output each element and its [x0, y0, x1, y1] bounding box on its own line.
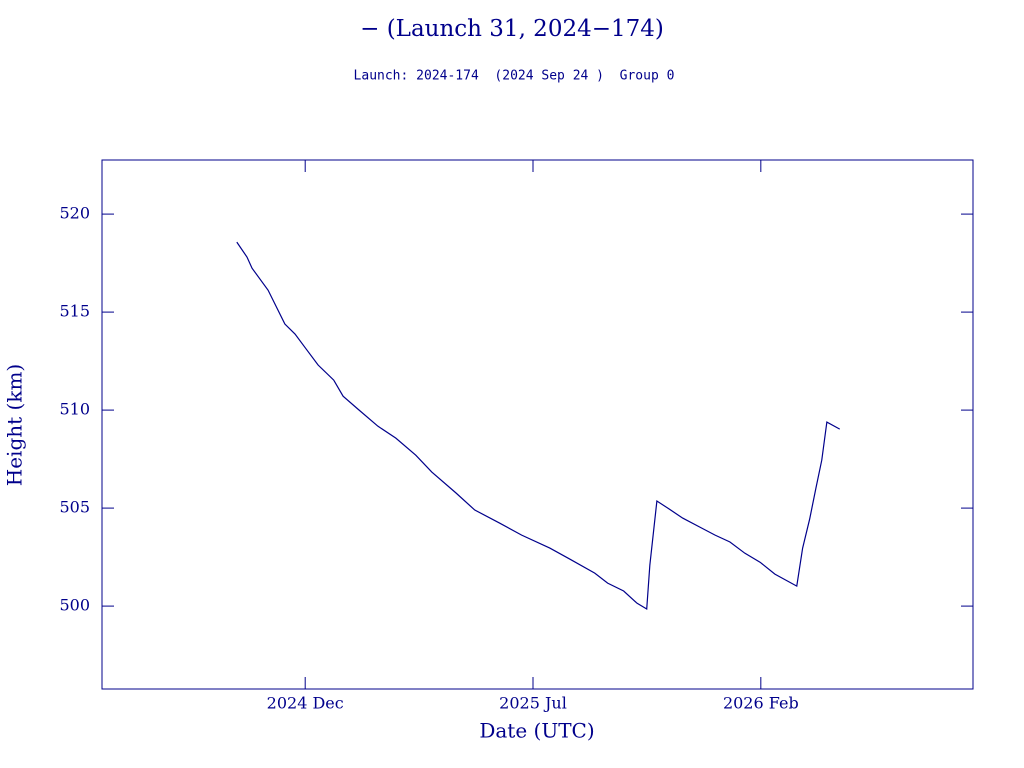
plot-frame [101, 159, 974, 690]
chart-title: − (Launch 31, 2024−174) [360, 16, 664, 42]
y-tick-label: 510 [59, 400, 90, 419]
y-tick-label: 500 [59, 596, 90, 615]
y-axis-label: Height (km) [3, 364, 27, 486]
chart-subtitle: Launch: 2024-174 (2024 Sep 24 ) Group 0 [354, 69, 675, 84]
data-line [236, 241, 841, 611]
y-tick-label: 515 [59, 302, 90, 321]
x-tick-label: 2024 Dec [267, 694, 344, 713]
x-tick-label: 2025 Jul [499, 694, 567, 713]
y-tick-label: 505 [59, 498, 90, 517]
y-tick-label: 520 [59, 204, 90, 223]
x-tick-label: 2026 Feb [723, 694, 799, 713]
x-axis-label: Date (UTC) [479, 719, 594, 743]
